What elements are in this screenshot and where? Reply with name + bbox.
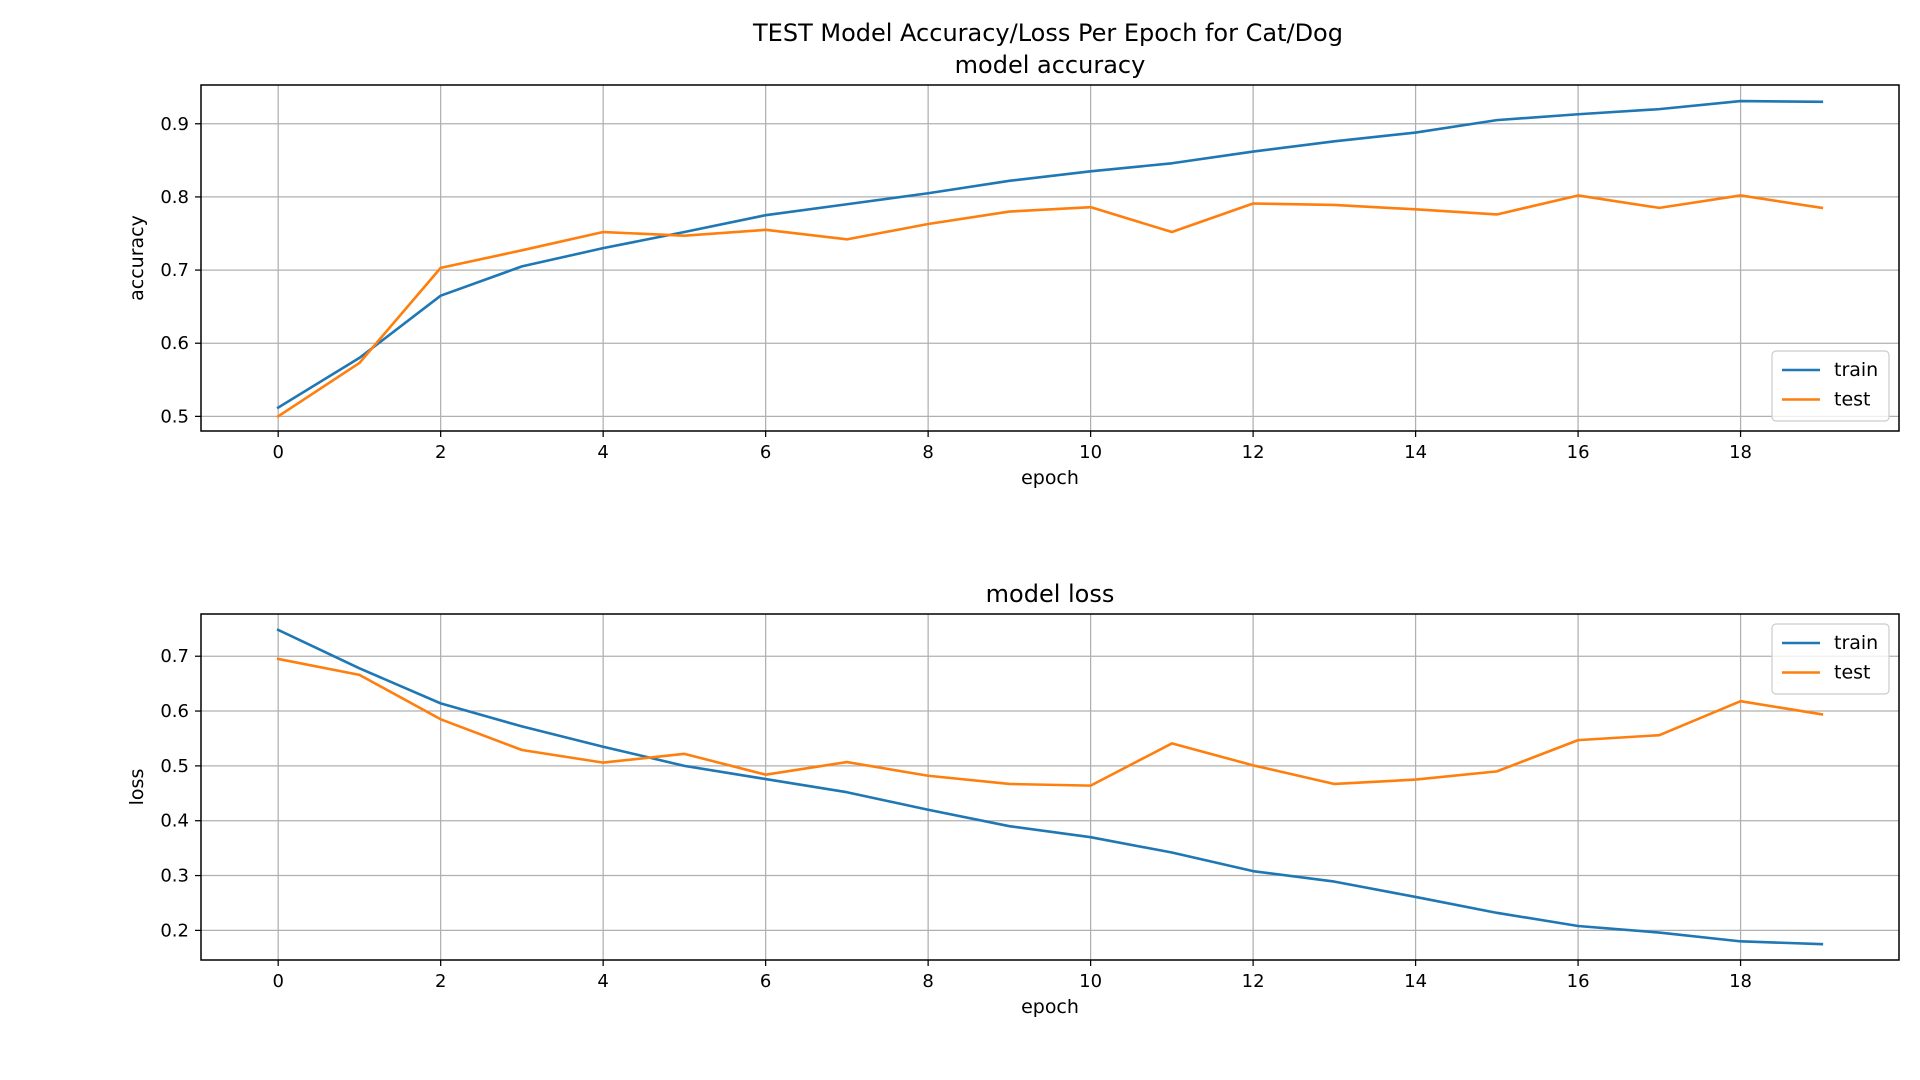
legend-label-train: train — [1834, 359, 1878, 381]
chart-title: model loss — [986, 580, 1115, 608]
x-tick-label: 18 — [1729, 442, 1752, 463]
x-tick-label: 2 — [435, 971, 446, 992]
x-tick-label: 6 — [760, 442, 771, 463]
x-tick-label: 4 — [597, 971, 608, 992]
legend-label-train: train — [1834, 632, 1878, 654]
y-tick-label: 0.4 — [160, 811, 189, 832]
legend-frame — [1771, 623, 1890, 695]
series-line-test — [276, 657, 1824, 787]
y-axis-label: loss — [126, 769, 148, 806]
legend-label-test: test — [1834, 662, 1871, 684]
x-tick-label: 12 — [1242, 971, 1265, 992]
chart-title: model accuracy — [955, 51, 1146, 79]
x-tick-label: 8 — [922, 971, 933, 992]
axes-frame — [200, 84, 1900, 432]
x-tick-label: 12 — [1242, 442, 1265, 463]
y-tick-label: 0.6 — [160, 333, 189, 354]
x-tick-label: 16 — [1567, 442, 1590, 463]
y-tick-label: 0.8 — [160, 187, 189, 208]
y-tick-label: 0.5 — [160, 756, 189, 777]
y-tick-label: 0.5 — [160, 406, 189, 427]
x-tick-label: 18 — [1729, 971, 1752, 992]
x-tick-label: 2 — [435, 442, 446, 463]
x-tick-label: 10 — [1079, 442, 1102, 463]
x-tick-label: 0 — [272, 971, 283, 992]
legend: train test — [1771, 623, 1890, 695]
x-tick-label: 14 — [1404, 971, 1427, 992]
x-axis-label: epoch — [1021, 467, 1079, 489]
y-tick-label: 0.2 — [160, 920, 189, 941]
x-tick-label: 14 — [1404, 442, 1427, 463]
series-line-train — [276, 99, 1824, 410]
legend: train test — [1771, 350, 1890, 422]
y-tick-label: 0.7 — [160, 260, 189, 281]
figure-suptitle: TEST Model Accuracy/Loss Per Epoch for C… — [752, 19, 1343, 47]
y-tick-label: 0.6 — [160, 701, 189, 722]
legend-label-test: test — [1834, 389, 1871, 411]
x-tick-label: 0 — [272, 442, 283, 463]
axes-frame — [200, 613, 1900, 961]
subplot-0: 0 2 4 6 8 10 12 14 16 18 0.5 0.6 0.7 0.8 0.9 model accu… — [126, 51, 1900, 489]
x-axis-label: epoch — [1021, 996, 1079, 1018]
x-tick-label: 10 — [1079, 971, 1102, 992]
x-tick-label: 6 — [760, 971, 771, 992]
x-tick-label: 16 — [1567, 971, 1590, 992]
x-tick-label: 4 — [597, 442, 608, 463]
series-line-train — [276, 628, 1824, 946]
y-tick-label: 0.9 — [160, 114, 189, 135]
y-tick-label: 0.7 — [160, 646, 189, 667]
y-tick-label: 0.3 — [160, 866, 189, 887]
y-axis-label: accuracy — [126, 215, 148, 301]
series-line-test — [276, 194, 1824, 419]
legend-frame — [1771, 350, 1890, 422]
x-tick-label: 8 — [922, 442, 933, 463]
subplot-1: 0 2 4 6 8 10 12 14 16 18 0.2 0.3 0.4 0.5 0.6 0.7 model l… — [126, 580, 1900, 1018]
